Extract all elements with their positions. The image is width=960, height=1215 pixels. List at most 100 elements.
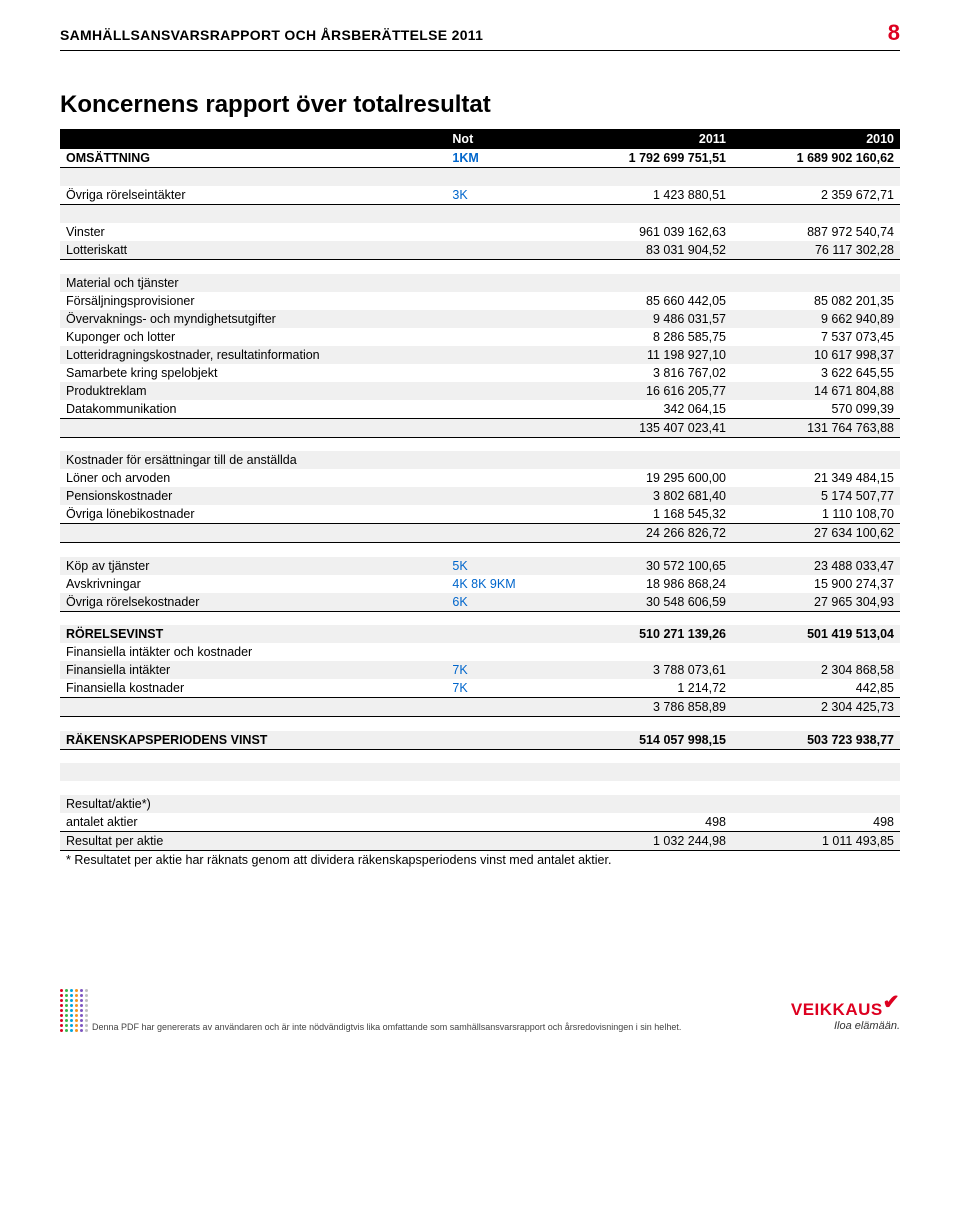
row-label: Pensionskostnader bbox=[60, 487, 446, 505]
table-row: Samarbete kring spelobjekt3 816 767,023 … bbox=[60, 364, 900, 382]
table-row: Löner och arvoden19 295 600,0021 349 484… bbox=[60, 469, 900, 487]
table-row: Lotteridragningskostnader, resultatinfor… bbox=[60, 346, 900, 364]
row-value-2010: 2 304 425,73 bbox=[732, 698, 900, 717]
row-label: RÖRELSEVINST bbox=[60, 625, 446, 643]
row-label bbox=[60, 698, 446, 717]
col-2010-header: 2010 bbox=[732, 129, 900, 149]
row-label: Lotteridragningskostnader, resultatinfor… bbox=[60, 346, 446, 364]
table-row: RÖRELSEVINST510 271 139,26501 419 513,04 bbox=[60, 625, 900, 643]
table-row: Finansiella intäkter och kostnader bbox=[60, 643, 900, 661]
main-title: Koncernens rapport över totalresultat bbox=[60, 91, 900, 119]
row-value-2011: 961 039 162,63 bbox=[564, 223, 732, 241]
table-row: Datakommunikation342 064,15570 099,39 bbox=[60, 400, 900, 419]
row-value-2011: 135 407 023,41 bbox=[564, 418, 732, 437]
row-note[interactable]: 3K bbox=[446, 186, 564, 205]
table-row: Finansiella kostnader7K1 214,72442,85 bbox=[60, 679, 900, 698]
row-note bbox=[446, 643, 564, 661]
dot-pattern-icon bbox=[60, 989, 86, 1032]
table-row: Kuponger och lotter8 286 585,757 537 073… bbox=[60, 328, 900, 346]
row-note bbox=[446, 346, 564, 364]
row-value-2010: 1 110 108,70 bbox=[732, 505, 900, 524]
row-label: Köp av tjänster bbox=[60, 557, 446, 575]
row-note bbox=[446, 241, 564, 260]
row-value-2011: 3 788 073,61 bbox=[564, 661, 732, 679]
row-label: Produktreklam bbox=[60, 382, 446, 400]
row-value-2011: 510 271 139,26 bbox=[564, 625, 732, 643]
row-label: Finansiella intäkter bbox=[60, 661, 446, 679]
table-row bbox=[60, 749, 900, 763]
row-note bbox=[446, 274, 564, 292]
row-value-2010: 1 689 902 160,62 bbox=[732, 149, 900, 168]
row-label: Samarbete kring spelobjekt bbox=[60, 364, 446, 382]
row-note bbox=[446, 310, 564, 328]
row-label: Resultat per aktie bbox=[60, 832, 446, 851]
page-header: SAMHÄLLSANSVARSRAPPORT OCH ÅRSBERÄTTELSE… bbox=[60, 20, 900, 51]
page-footer: Denna PDF har genererats av användaren o… bbox=[60, 989, 900, 1032]
row-label: Övervaknings- och myndighetsutgifter bbox=[60, 310, 446, 328]
row-label: * Resultatet per aktie har räknats genom… bbox=[60, 851, 900, 870]
row-note[interactable]: 5K bbox=[446, 557, 564, 575]
row-label: Lotteriskatt bbox=[60, 241, 446, 260]
row-value-2010: 14 671 804,88 bbox=[732, 382, 900, 400]
table-row: 135 407 023,41131 764 763,88 bbox=[60, 418, 900, 437]
row-value-2011: 18 986 868,24 bbox=[564, 575, 732, 593]
row-label bbox=[60, 418, 446, 437]
table-row bbox=[60, 781, 900, 795]
row-value-2011: 1 423 880,51 bbox=[564, 186, 732, 205]
row-value-2010: 9 662 940,89 bbox=[732, 310, 900, 328]
row-value-2011: 1 214,72 bbox=[564, 679, 732, 698]
row-value-2011: 498 bbox=[564, 813, 732, 832]
row-value-2010: 131 764 763,88 bbox=[732, 418, 900, 437]
row-value-2010: 23 488 033,47 bbox=[732, 557, 900, 575]
row-note[interactable]: 7K bbox=[446, 661, 564, 679]
row-value-2011: 9 486 031,57 bbox=[564, 310, 732, 328]
row-value-2010 bbox=[732, 795, 900, 813]
col-note-header: Not bbox=[446, 129, 564, 149]
row-value-2011: 83 031 904,52 bbox=[564, 241, 732, 260]
row-note bbox=[446, 469, 564, 487]
row-value-2011 bbox=[564, 643, 732, 661]
row-label: OMSÄTTNING bbox=[60, 149, 446, 168]
row-label: Vinster bbox=[60, 223, 446, 241]
row-value-2011: 3 816 767,02 bbox=[564, 364, 732, 382]
row-note bbox=[446, 832, 564, 851]
table-row: Kostnader för ersättningar till de anstä… bbox=[60, 451, 900, 469]
row-note[interactable]: 1KM bbox=[446, 149, 564, 168]
row-value-2010: 5 174 507,77 bbox=[732, 487, 900, 505]
row-value-2010 bbox=[732, 274, 900, 292]
row-label: Övriga rörelseintäkter bbox=[60, 186, 446, 205]
table-row: * Resultatet per aktie har räknats genom… bbox=[60, 851, 900, 870]
table-row bbox=[60, 611, 900, 625]
row-note[interactable]: 7K bbox=[446, 679, 564, 698]
row-label: antalet aktier bbox=[60, 813, 446, 832]
row-value-2010: 442,85 bbox=[732, 679, 900, 698]
brand-logo: VEIKKAUS✔ Iloa elämään. bbox=[791, 1000, 900, 1032]
row-label: Finansiella kostnader bbox=[60, 679, 446, 698]
row-note bbox=[446, 418, 564, 437]
row-value-2011: 30 572 100,65 bbox=[564, 557, 732, 575]
table-row: Avskrivningar4K 8K 9KM18 986 868,2415 90… bbox=[60, 575, 900, 593]
table-row: Lotteriskatt83 031 904,5276 117 302,28 bbox=[60, 241, 900, 260]
brand-name: VEIKKAUS✔ bbox=[791, 1000, 900, 1020]
row-label: Material och tjänster bbox=[60, 274, 446, 292]
row-label bbox=[60, 524, 446, 543]
row-value-2010: 503 723 938,77 bbox=[732, 731, 900, 750]
row-note bbox=[446, 524, 564, 543]
table-row: Försäljningsprovisioner85 660 442,0585 0… bbox=[60, 292, 900, 310]
page-number: 8 bbox=[888, 20, 900, 46]
row-note[interactable]: 6K bbox=[446, 593, 564, 612]
table-row: Övriga rörelsekostnader6K30 548 606,5927… bbox=[60, 593, 900, 612]
row-note bbox=[446, 795, 564, 813]
row-label: Avskrivningar bbox=[60, 575, 446, 593]
table-row: antalet aktier498498 bbox=[60, 813, 900, 832]
table-row: 3 786 858,892 304 425,73 bbox=[60, 698, 900, 717]
col-2011-header: 2011 bbox=[564, 129, 732, 149]
row-value-2010: 7 537 073,45 bbox=[732, 328, 900, 346]
table-row bbox=[60, 763, 900, 781]
table-row: Finansiella intäkter7K3 788 073,612 304 … bbox=[60, 661, 900, 679]
row-note[interactable]: 4K 8K 9KM bbox=[446, 575, 564, 593]
row-note bbox=[446, 382, 564, 400]
header-title: SAMHÄLLSANSVARSRAPPORT OCH ÅRSBERÄTTELSE… bbox=[60, 27, 483, 43]
row-note bbox=[446, 292, 564, 310]
row-value-2011: 342 064,15 bbox=[564, 400, 732, 419]
